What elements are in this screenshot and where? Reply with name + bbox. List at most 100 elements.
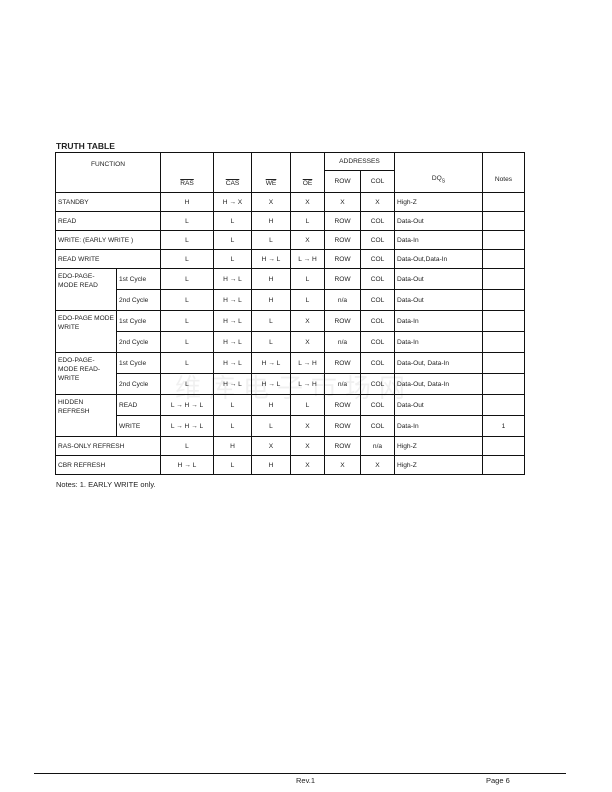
- cell-cas: L: [213, 230, 252, 250]
- cell-note: 1: [482, 415, 525, 437]
- cell-note: [482, 192, 525, 212]
- cell-ras: L → H → L: [160, 394, 214, 416]
- header-cas: CAS: [213, 152, 252, 193]
- cell-oe: X: [290, 230, 325, 250]
- footer-divider: [34, 773, 566, 774]
- cell-we: H → L: [251, 373, 291, 395]
- cell-oe: L: [290, 268, 325, 290]
- cell-oe: L → H: [290, 249, 325, 269]
- cell-oe: X: [290, 415, 325, 437]
- cell-row: n/a: [324, 289, 361, 311]
- cell-cas: H → L: [213, 331, 252, 353]
- cell-oe: L → H: [290, 352, 325, 374]
- header-notes: Notes: [482, 152, 525, 193]
- cell-row: ROW: [324, 268, 361, 290]
- cell-we: X: [251, 192, 291, 212]
- cell-row: ROW: [324, 310, 361, 332]
- cell-cas: L: [213, 415, 252, 437]
- cell-col: COL: [360, 211, 395, 231]
- table-row: HIDDEN REFRESH READ L → H → L L H L ROW COL Data…: [55, 394, 525, 437]
- cell-note: [482, 230, 525, 250]
- header-ras: RAS: [160, 152, 214, 193]
- cell-ras: L: [160, 268, 214, 290]
- cell-dq: High-Z: [394, 436, 483, 456]
- cell-cycle: 1st Cycle: [116, 352, 161, 374]
- header-dq: DQS: [394, 152, 483, 193]
- cell-note: [482, 352, 525, 374]
- cell-cycle: 1st Cycle: [116, 268, 161, 290]
- cell-we: L: [251, 310, 291, 332]
- cell-cas: H → L: [213, 289, 252, 311]
- cell-oe: X: [290, 455, 325, 475]
- cell-we: H: [251, 211, 291, 231]
- cell-row: ROW: [324, 352, 361, 374]
- cell-dq: Data-In: [394, 415, 483, 437]
- cell-oe: X: [290, 310, 325, 332]
- cell-oe: L: [290, 289, 325, 311]
- cell-ras: L: [160, 211, 214, 231]
- cell-row: ROW: [324, 436, 361, 456]
- cell-dq: Data-In: [394, 331, 483, 353]
- table-row: EDO-PAGE-MODE READ 1st Cycle L H → L H L ROW CO…: [55, 268, 525, 311]
- cell-we: X: [251, 436, 291, 456]
- cell-ras: H → L: [160, 455, 214, 475]
- cell-note: [482, 249, 525, 269]
- table-row: STANDBY H H → X X X X X High-Z: [55, 192, 525, 212]
- cell-col: COL: [360, 394, 395, 416]
- cell-dq: Data-In: [394, 230, 483, 250]
- cell-we: H → L: [251, 249, 291, 269]
- cell-col: COL: [360, 331, 395, 353]
- cell-ras: L: [160, 249, 214, 269]
- cell-function: EDO-PAGE-MODE READ: [55, 268, 117, 311]
- cell-dq: Data-Out: [394, 289, 483, 311]
- footer-page-number: Page 6: [486, 776, 510, 785]
- cell-col: COL: [360, 310, 395, 332]
- cell-row: n/a: [324, 331, 361, 353]
- cell-function: EDO-PAGE-MODE READ-WRITE: [55, 352, 117, 395]
- table-row: CBR REFRESH H → L L H X X X High-Z: [55, 455, 525, 475]
- cell-ras: L: [160, 331, 214, 353]
- cell-note: [482, 331, 525, 353]
- cell-oe: X: [290, 331, 325, 353]
- table-notes: Notes: 1. EARLY WRITE only.: [56, 480, 156, 489]
- table-row: WRITE: (EARLY WRITE ) L L L X ROW COL Data-In: [55, 230, 525, 250]
- cell-function: HIDDEN REFRESH: [55, 394, 117, 437]
- cell-we: H: [251, 455, 291, 475]
- cell-function: STANDBY: [55, 192, 161, 212]
- cell-col: COL: [360, 268, 395, 290]
- cell-dq: Data-Out, Data-In: [394, 352, 483, 374]
- cell-cas: H → L: [213, 268, 252, 290]
- cell-col: X: [360, 192, 395, 212]
- cell-cas: H → L: [213, 373, 252, 395]
- header-we: WE: [251, 152, 291, 193]
- cell-dq: Data-Out: [394, 268, 483, 290]
- cell-cycle: WRITE: [116, 415, 161, 437]
- cell-dq: Data-Out: [394, 211, 483, 231]
- cell-note: [482, 373, 525, 395]
- cell-cas: H: [213, 436, 252, 456]
- table-row: READ L L H L ROW COL Data-Out: [55, 211, 525, 231]
- cell-row: ROW: [324, 415, 361, 437]
- cell-oe: X: [290, 436, 325, 456]
- cell-row: ROW: [324, 211, 361, 231]
- cell-ras: H: [160, 192, 214, 212]
- cell-we: H: [251, 268, 291, 290]
- cell-dq: Data-In: [394, 310, 483, 332]
- cell-ras: L: [160, 373, 214, 395]
- cell-note: [482, 289, 525, 311]
- cell-note: [482, 268, 525, 290]
- cell-function: EDO-PAGE MODE WRITE: [55, 310, 117, 353]
- cell-oe: L → H: [290, 373, 325, 395]
- cell-cycle: READ: [116, 394, 161, 416]
- cell-col: COL: [360, 352, 395, 374]
- footer-revision: Rev.1: [296, 776, 316, 785]
- cell-ras: L: [160, 352, 214, 374]
- cell-dq: Data-Out, Data-In: [394, 373, 483, 395]
- cell-oe: X: [290, 192, 325, 212]
- cell-note: [482, 455, 525, 475]
- table-row: WRITE L → H → L L L X ROW COL Data-In 1: [56, 415, 525, 437]
